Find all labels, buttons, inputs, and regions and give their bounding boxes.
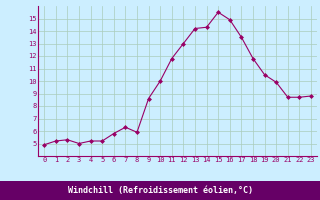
Text: Windchill (Refroidissement éolien,°C): Windchill (Refroidissement éolien,°C) — [68, 186, 252, 195]
